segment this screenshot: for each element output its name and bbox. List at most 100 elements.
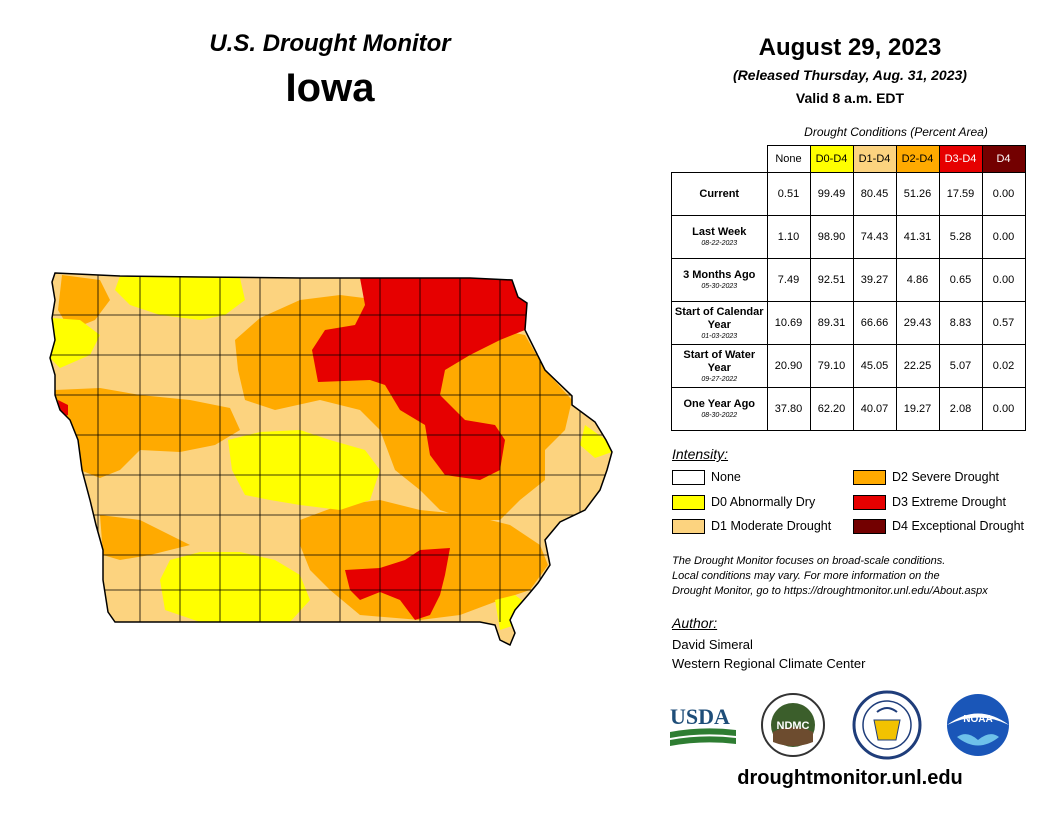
table-header-row: None D0-D4 D1-D4 D2-D4 D3-D4 D4 xyxy=(672,145,1026,173)
table-cell: 8.83 xyxy=(938,301,983,345)
table-cell: 89.31 xyxy=(809,301,854,345)
table-cell: 5.28 xyxy=(938,215,983,259)
table-row: Start of Calendar Year 01-03-2023 10.69 89.… xyxy=(671,301,1026,345)
column-header: D4 xyxy=(981,145,1026,173)
table-cell: 0.51 xyxy=(766,172,811,216)
d0-area-east xyxy=(580,425,612,458)
table-cell: 0.00 xyxy=(981,387,1026,431)
usda-logo: USDA xyxy=(670,704,736,746)
table-cell: 29.43 xyxy=(895,301,940,345)
row-date: 09-27-2022 xyxy=(701,375,738,383)
row-label: One Year Ago 08-30-2022 xyxy=(671,387,768,431)
row-label-text: Last Week xyxy=(692,226,747,238)
row-label-text: One Year Ago xyxy=(683,398,756,410)
row-label: Start of Calendar Year 01-03-2023 xyxy=(671,301,768,345)
table-cell: 2.08 xyxy=(938,387,983,431)
disclaimer-note: The Drought Monitor focuses on broad-sca… xyxy=(672,554,1052,599)
column-header: D2-D4 xyxy=(895,145,940,173)
table-cell: 1.10 xyxy=(766,215,811,259)
table-row: Last Week 08-22-2023 1.10 98.90 74.43 41.31 5.… xyxy=(671,215,1026,259)
table-cell: 62.20 xyxy=(809,387,854,431)
table-cell: 5.07 xyxy=(938,344,983,388)
legend-label: D4 Exceptional Drought xyxy=(892,519,1025,533)
author-title: Author: xyxy=(672,615,718,631)
intensity-title: Intensity: xyxy=(672,446,729,462)
table-cell: 39.27 xyxy=(852,258,897,302)
column-header: None xyxy=(766,145,811,173)
table-cell: 41.31 xyxy=(895,215,940,259)
d2-area-southwest xyxy=(100,515,190,560)
table-cell: 7.49 xyxy=(766,258,811,302)
table-row: 3 Months Ago 05-30-2023 7.49 92.51 39.27 4.86… xyxy=(671,258,1026,302)
row-label-text: Current xyxy=(699,187,740,200)
legend-swatch xyxy=(853,519,886,534)
iowa-drought-map xyxy=(49,272,613,647)
table-cell: 37.80 xyxy=(766,387,811,431)
table-cell: 4.86 xyxy=(895,258,940,302)
conditions-caption: Drought Conditions (Percent Area) xyxy=(804,125,988,139)
drought-conditions-table: None D0-D4 D1-D4 D2-D4 D3-D4 D4 Current 0… xyxy=(671,145,1026,431)
d3-area-south xyxy=(345,548,450,620)
row-label-text: Start of Calendar Year xyxy=(674,305,764,331)
table-cell: 45.05 xyxy=(852,344,897,388)
table-cell: 0.00 xyxy=(981,172,1026,216)
ndmc-logo: NDMC xyxy=(761,693,825,757)
table-cell: 0.00 xyxy=(981,258,1026,302)
table-cell: 66.66 xyxy=(852,301,897,345)
row-label-text: 3 Months Ago xyxy=(683,269,756,281)
row-label: 3 Months Ago 05-30-2023 xyxy=(671,258,768,302)
row-label: Start of Water Year 09-27-2022 xyxy=(671,344,768,388)
note-line: Drought Monitor, go to https://droughtmo… xyxy=(672,585,988,597)
d0-area-central xyxy=(228,430,380,510)
release-date: (Released Thursday, Aug. 31, 2023) xyxy=(733,67,967,83)
row-date: 05-30-2023 xyxy=(701,283,738,290)
doc-seal-logo xyxy=(852,690,922,760)
noaa-logo: NOAA xyxy=(947,694,1009,756)
column-header: D0-D4 xyxy=(809,145,854,173)
map-date: August 29, 2023 xyxy=(758,34,942,61)
d2-area-northwest xyxy=(58,275,110,330)
table-cell: 51.26 xyxy=(895,172,940,216)
footer-url[interactable]: droughtmonitor.unl.edu xyxy=(737,767,963,789)
d0-area-south xyxy=(160,552,310,622)
table-cell: 0.65 xyxy=(938,258,983,302)
row-label: Last Week 08-22-2023 xyxy=(671,215,768,259)
column-header: D3-D4 xyxy=(938,145,983,173)
table-cell: 22.25 xyxy=(895,344,940,388)
note-line: Local conditions may vary. For more info… xyxy=(672,570,940,582)
legend-swatch xyxy=(672,519,705,534)
table-cell: 10.69 xyxy=(766,301,811,345)
table-cell: 40.07 xyxy=(852,387,897,431)
row-date: 01-03-2023 xyxy=(701,332,738,340)
table-cell: 0.57 xyxy=(981,301,1026,345)
legend-swatch xyxy=(672,495,705,510)
row-label: Current xyxy=(671,172,768,216)
legend-label: None xyxy=(711,470,741,484)
d3-area-northeast xyxy=(312,278,527,480)
table-row: One Year Ago 08-30-2022 37.80 62.20 40.07 19.… xyxy=(671,387,1026,431)
row-date: 08-30-2022 xyxy=(701,412,738,419)
table-cell: 98.90 xyxy=(809,215,854,259)
svg-text:USDA: USDA xyxy=(670,704,730,729)
row-label-text: Start of Water Year xyxy=(683,348,756,374)
svg-text:NOAA: NOAA xyxy=(963,714,992,725)
column-header: D1-D4 xyxy=(852,145,897,173)
legend-swatch xyxy=(672,470,705,485)
table-cell: 74.43 xyxy=(852,215,897,259)
legend-label: D2 Severe Drought xyxy=(892,470,1000,484)
table-cell: 99.49 xyxy=(809,172,854,216)
state-name: Iowa xyxy=(285,66,375,110)
table-row: Start of Water Year 09-27-2022 20.90 79.10 4… xyxy=(671,344,1026,388)
table-cell: 20.90 xyxy=(766,344,811,388)
table-cell: 0.00 xyxy=(981,215,1026,259)
legend-swatch xyxy=(853,495,886,510)
table-cell: 79.10 xyxy=(809,344,854,388)
valid-time: Valid 8 a.m. EDT xyxy=(795,90,905,106)
author-name: David Simeral xyxy=(672,637,753,652)
legend-label: D3 Extreme Drought xyxy=(892,495,1006,509)
table-cell: 0.02 xyxy=(981,344,1026,388)
county-boundaries xyxy=(50,273,612,622)
table-cell: 19.27 xyxy=(895,387,940,431)
table-cell: 92.51 xyxy=(809,258,854,302)
table-cell: 80.45 xyxy=(852,172,897,216)
